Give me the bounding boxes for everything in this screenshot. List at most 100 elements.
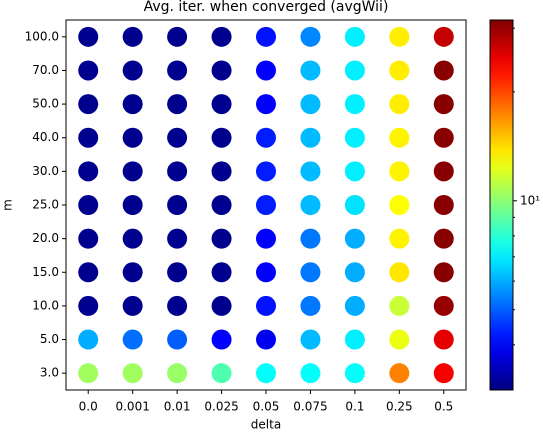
data-point: [78, 228, 99, 249]
y-tick-label: 15.0: [32, 265, 59, 279]
data-point: [122, 195, 143, 215]
data-point: [78, 329, 99, 350]
data-point: [344, 195, 365, 215]
data-point: [211, 26, 232, 47]
data-point: [256, 127, 276, 148]
data-point: [78, 26, 99, 47]
data-point: [167, 127, 188, 148]
data-point: [211, 329, 232, 350]
data-point: [300, 161, 321, 182]
data-point: [300, 295, 321, 316]
data-point: [78, 363, 99, 384]
data-point: [256, 295, 276, 316]
data-point: [211, 94, 232, 115]
data-point: [344, 329, 365, 350]
y-tick-label: 5.0: [40, 332, 59, 346]
data-point: [122, 127, 143, 148]
data-point: [167, 94, 188, 115]
y-tick-label: 25.0: [32, 198, 59, 212]
data-point: [389, 295, 410, 316]
data-point: [122, 94, 143, 115]
y-tick-label: 30.0: [32, 164, 59, 178]
data-point: [167, 161, 188, 182]
data-point: [122, 329, 143, 350]
data-point: [433, 94, 454, 115]
data-point: [211, 127, 232, 148]
data-point: [167, 26, 188, 47]
data-point: [389, 363, 410, 384]
data-point: [389, 228, 410, 249]
data-point: [300, 94, 321, 115]
y-tick-label: 50.0: [32, 97, 59, 111]
data-point: [78, 60, 99, 81]
data-point: [122, 161, 143, 182]
y-tick-label: 10.0: [32, 298, 59, 312]
data-point: [122, 363, 143, 384]
data-point: [300, 26, 321, 47]
data-point: [122, 262, 143, 283]
data-point: [78, 195, 99, 215]
data-point: [300, 262, 321, 283]
y-axis-label: m: [1, 199, 15, 211]
x-tick-label: 0.001: [115, 400, 149, 414]
data-point: [344, 262, 365, 283]
chart-title: Avg. iter. when converged (avgWii): [144, 0, 389, 15]
data-point: [389, 195, 410, 215]
data-point: [256, 195, 276, 215]
data-point: [211, 195, 232, 215]
data-point: [433, 329, 454, 350]
data-point: [211, 262, 232, 283]
x-tick-label: 0.1: [345, 400, 364, 414]
data-point: [389, 60, 410, 81]
data-point: [167, 262, 188, 283]
data-point: [389, 329, 410, 350]
x-tick-label: 0.01: [164, 400, 191, 414]
data-point: [78, 127, 99, 148]
data-point: [344, 60, 365, 81]
data-point: [256, 329, 276, 350]
data-point: [167, 228, 188, 249]
data-point: [389, 94, 410, 115]
data-point: [300, 127, 321, 148]
x-tick-label: 0.025: [204, 400, 238, 414]
data-point: [256, 26, 276, 47]
data-point: [433, 295, 454, 316]
data-point: [433, 262, 454, 283]
data-point: [433, 161, 454, 182]
data-point: [344, 363, 365, 384]
y-tick-label: 20.0: [32, 231, 59, 245]
data-point: [256, 161, 276, 182]
data-point: [167, 60, 188, 81]
data-point: [344, 94, 365, 115]
data-point: [211, 161, 232, 182]
data-point: [389, 161, 410, 182]
y-tick-label: 40.0: [32, 130, 59, 144]
data-point: [300, 329, 321, 350]
data-point: [300, 60, 321, 81]
data-point: [256, 94, 276, 115]
data-point: [389, 26, 410, 47]
data-point: [433, 127, 454, 148]
data-point: [389, 127, 410, 148]
data-point: [78, 94, 99, 115]
data-point: [167, 329, 188, 350]
data-point: [211, 60, 232, 81]
data-point: [122, 26, 143, 47]
x-tick-label: 0.05: [253, 400, 280, 414]
data-point: [256, 60, 276, 81]
x-tick-label: 0.075: [293, 400, 327, 414]
data-point: [300, 228, 321, 249]
x-tick-label: 0.5: [434, 400, 453, 414]
data-point: [211, 228, 232, 249]
data-point: [344, 161, 365, 182]
y-tick-label: 70.0: [32, 63, 59, 77]
x-tick-label: 0.25: [386, 400, 413, 414]
data-point: [433, 228, 454, 249]
y-tick-label: 3.0: [40, 366, 59, 380]
data-point: [344, 228, 365, 249]
data-point: [300, 363, 321, 384]
data-point: [344, 26, 365, 47]
data-point: [344, 295, 365, 316]
data-point: [256, 262, 276, 283]
colorbar: [489, 19, 514, 391]
